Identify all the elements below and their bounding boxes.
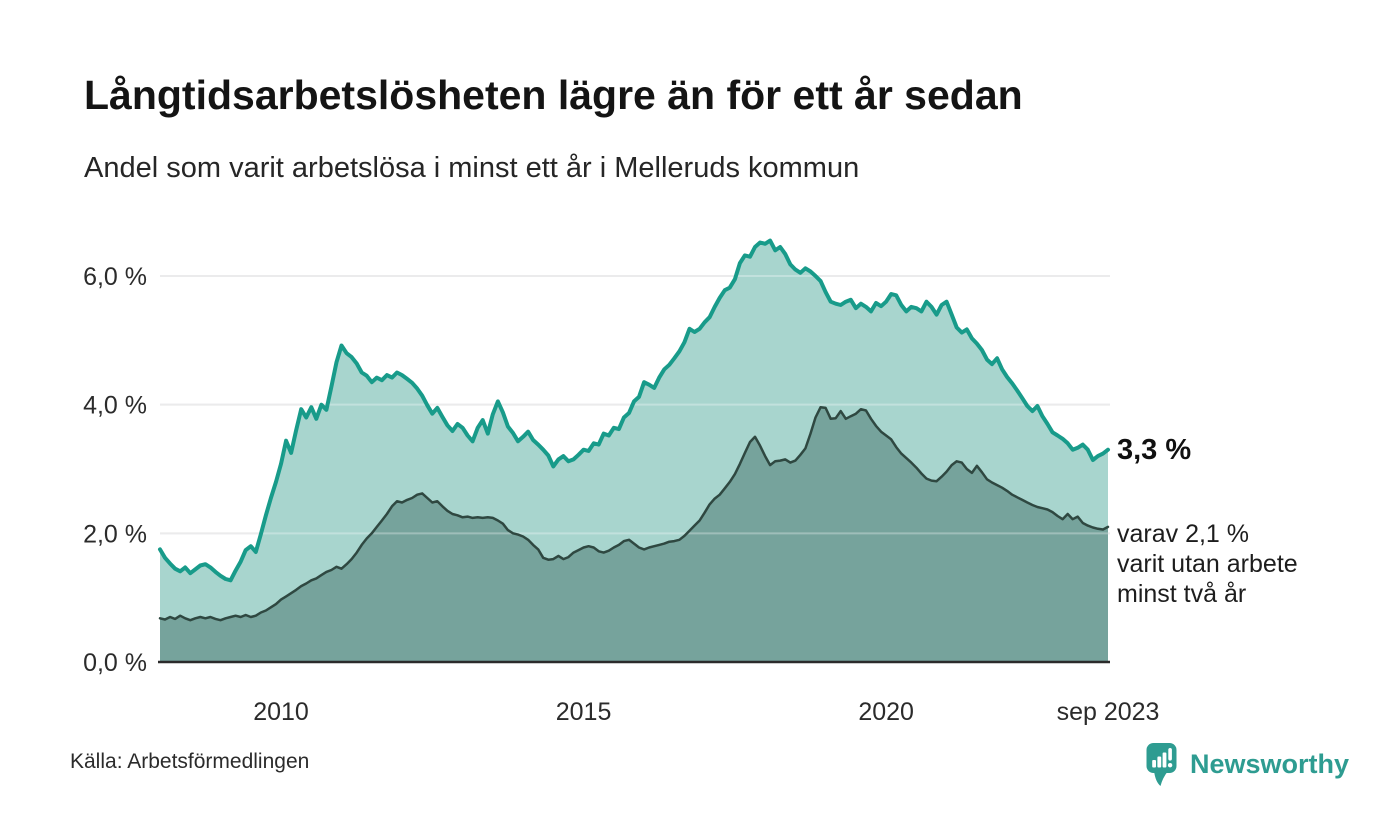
newsworthy-logo: Newsworthy [1146,740,1349,788]
y-tick-label: 4,0 % [83,392,147,420]
y-tick-label: 0,0 % [83,649,147,677]
x-tick-label: 2015 [556,698,612,726]
line-two-years [158,405,1110,622]
secondary-value-line: varit utan arbete [1117,550,1298,578]
x-tick-label: sep 2023 [1057,698,1160,726]
newsworthy-logo-icon [1146,743,1177,786]
line-total [158,238,1110,583]
x-tick-label: 2020 [858,698,914,726]
page-title: Långtidsarbetslösheten lägre än för ett … [84,72,1023,118]
y-tick-label: 2,0 % [83,520,147,548]
secondary-value-line: varav 2,1 % [1117,520,1250,548]
secondary-value-line: minst två år [1117,580,1247,608]
source-label: Källa: Arbetsförmedlingen [70,750,310,773]
newsworthy-logo-text: Newsworthy [1190,749,1350,779]
x-tick-label: 2010 [253,698,309,726]
page-subtitle: Andel som varit arbetslösa i minst ett å… [84,152,860,184]
secondary-value-label: varav 2,1 % varit utan arbete minst två … [1117,519,1298,609]
latest-value-label: 3,3 % [1117,434,1192,466]
y-tick-label: 6,0 % [83,263,147,291]
area-two-years [160,407,1108,662]
